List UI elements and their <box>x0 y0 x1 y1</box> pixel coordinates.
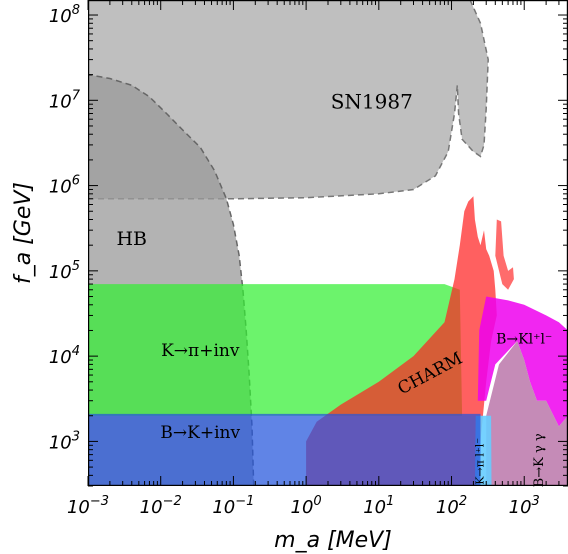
y-tick-label: 106 <box>49 174 80 198</box>
region-charm <box>306 196 497 486</box>
x-tick-label: 102 <box>436 494 467 518</box>
region-charm-fringe <box>495 219 514 290</box>
y-axis-title: f_a [GeV] <box>11 182 36 284</box>
x-tick-label: 10−1 <box>212 494 254 518</box>
x-tick-label: 101 <box>363 494 394 518</box>
region-label-k-pi-ll: K→π l⁺l⁻ <box>473 438 486 485</box>
x-tick-label: 100 <box>291 494 322 518</box>
region-label-sn1987: SN1987 <box>331 90 413 114</box>
region-label-k-pi-inv: K→π+inv <box>161 341 240 361</box>
x-tick-label: 103 <box>509 494 540 518</box>
y-tick-label: 104 <box>49 344 80 368</box>
x-tick-label: 10−3 <box>67 494 109 518</box>
region-label-b-k-gamma-gamma: B→K γ γ <box>532 433 547 487</box>
region-b-k-gamma-gamma <box>486 341 568 486</box>
y-tick-label: 103 <box>49 429 80 453</box>
region-label-b-k-inv: B→K+inv <box>160 423 240 443</box>
y-tick-label: 105 <box>49 259 80 283</box>
y-tick-label: 108 <box>49 3 80 27</box>
region-b-k-inv <box>88 413 481 486</box>
x-tick-label: 10−2 <box>140 494 182 518</box>
region-label-hb: HB <box>116 228 147 250</box>
x-axis-title: m_a [MeV] <box>274 528 392 553</box>
region-b-k-ll <box>477 296 568 427</box>
y-tick-label: 107 <box>49 88 81 112</box>
region-k-pi-inv <box>88 284 463 416</box>
region-label-b-k-ll: B→Kl⁺l⁻ <box>496 332 552 348</box>
